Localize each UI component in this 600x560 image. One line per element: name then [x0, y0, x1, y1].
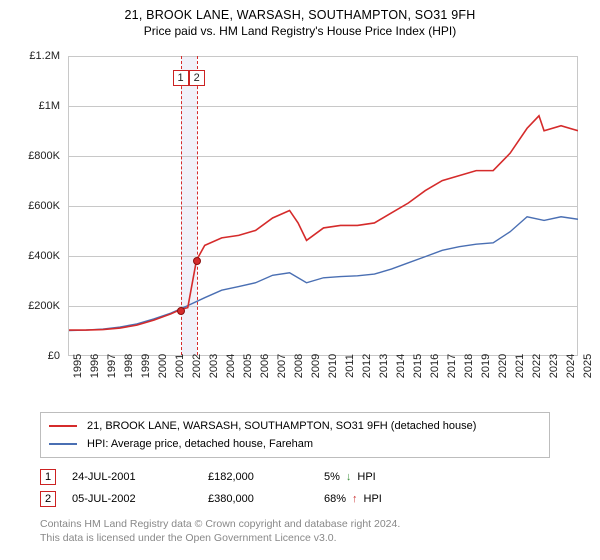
- x-tick-label: 1995: [72, 354, 84, 378]
- y-tick-label: £600K: [28, 200, 60, 212]
- x-tick-label: 2024: [565, 354, 577, 378]
- chart-title: 21, BROOK LANE, WARSASH, SOUTHAMPTON, SO…: [10, 8, 590, 22]
- x-tick-label: 2013: [378, 354, 390, 378]
- x-tick-label: 2007: [276, 354, 288, 378]
- sale-row: 1 24-JUL-2001 £182,000 5% ↓ HPI: [40, 466, 580, 488]
- x-tick-label: 2018: [463, 354, 475, 378]
- x-tick-label: 2023: [548, 354, 560, 378]
- sale-date: 05-JUL-2002: [72, 493, 192, 505]
- x-tick-label: 2005: [242, 354, 254, 378]
- y-tick-label: £1.2M: [29, 50, 60, 62]
- y-tick-label: £200K: [28, 300, 60, 312]
- sale-pct-value: 68%: [324, 493, 346, 505]
- sale-row-marker: 1: [40, 469, 56, 485]
- legend-swatch: [49, 425, 77, 427]
- sale-marker-vline: [197, 56, 198, 355]
- x-tick-label: 2011: [344, 354, 356, 378]
- x-tick-label: 2000: [157, 354, 169, 378]
- x-tick-label: 1999: [140, 354, 152, 378]
- footnote-line2: This data is licensed under the Open Gov…: [40, 532, 590, 546]
- legend-label: HPI: Average price, detached house, Fare…: [87, 438, 313, 450]
- x-tick-label: 2017: [446, 354, 458, 378]
- sale-marker-dot: [177, 307, 185, 315]
- sale-marker-dot: [193, 257, 201, 265]
- x-tick-label: 2020: [497, 354, 509, 378]
- x-tick-label: 2004: [225, 354, 237, 378]
- sale-price: £380,000: [208, 493, 308, 505]
- chart-subtitle: Price paid vs. HM Land Registry's House …: [10, 24, 590, 38]
- series-line: [69, 116, 578, 330]
- sale-marker-box: 1: [173, 70, 189, 86]
- sale-price: £182,000: [208, 471, 308, 483]
- footnote: Contains HM Land Registry data © Crown c…: [40, 518, 590, 545]
- sale-pct: 5% ↓ HPI: [324, 471, 464, 483]
- sale-against: HPI: [364, 493, 382, 505]
- y-tick-label: £400K: [28, 250, 60, 262]
- sale-pct: 68% ↑ HPI: [324, 493, 464, 505]
- chart-lines: [69, 56, 578, 355]
- x-tick-label: 2014: [395, 354, 407, 378]
- chart-plot: 12: [68, 56, 578, 356]
- legend-swatch: [49, 443, 77, 445]
- y-tick-label: £800K: [28, 150, 60, 162]
- x-tick-label: 1996: [89, 354, 101, 378]
- sale-pct-value: 5%: [324, 471, 340, 483]
- x-tick-label: 1998: [123, 354, 135, 378]
- x-tick-label: 2003: [208, 354, 220, 378]
- legend-row: 21, BROOK LANE, WARSASH, SOUTHAMPTON, SO…: [49, 417, 541, 435]
- sale-row-marker: 2: [40, 491, 56, 507]
- x-tick-label: 2016: [429, 354, 441, 378]
- y-tick-label: £1M: [39, 100, 60, 112]
- x-tick-label: 2025: [582, 354, 594, 378]
- sale-against: HPI: [357, 471, 375, 483]
- sale-marker-box: 2: [189, 70, 205, 86]
- y-tick-label: £0: [48, 350, 60, 362]
- x-tick-label: 2001: [174, 354, 186, 378]
- sale-row: 2 05-JUL-2002 £380,000 68% ↑ HPI: [40, 488, 580, 510]
- sale-direction-icon: ↑: [352, 493, 358, 505]
- x-tick-label: 2006: [259, 354, 271, 378]
- legend-label: 21, BROOK LANE, WARSASH, SOUTHAMPTON, SO…: [87, 420, 476, 432]
- x-tick-label: 2022: [531, 354, 543, 378]
- x-tick-label: 2009: [310, 354, 322, 378]
- x-tick-label: 2021: [514, 354, 526, 378]
- series-line: [69, 217, 578, 331]
- x-tick-label: 2010: [327, 354, 339, 378]
- x-tick-label: 2008: [293, 354, 305, 378]
- x-tick-label: 2019: [480, 354, 492, 378]
- sale-direction-icon: ↓: [346, 471, 352, 483]
- x-tick-label: 2012: [361, 354, 373, 378]
- x-tick-label: 2002: [191, 354, 203, 378]
- sales-table: 1 24-JUL-2001 £182,000 5% ↓ HPI 2 05-JUL-2002 £3…: [40, 466, 580, 510]
- chart-area: 12 £0 £200K £400K £600K £800K £1M £1.2M 1995 199…: [20, 46, 580, 406]
- x-tick-label: 2015: [412, 354, 424, 378]
- legend-row: HPI: Average price, detached house, Fare…: [49, 435, 541, 453]
- footnote-line1: Contains HM Land Registry data © Crown c…: [40, 518, 590, 532]
- sale-date: 24-JUL-2001: [72, 471, 192, 483]
- x-tick-label: 1997: [106, 354, 118, 378]
- legend: 21, BROOK LANE, WARSASH, SOUTHAMPTON, SO…: [40, 412, 550, 458]
